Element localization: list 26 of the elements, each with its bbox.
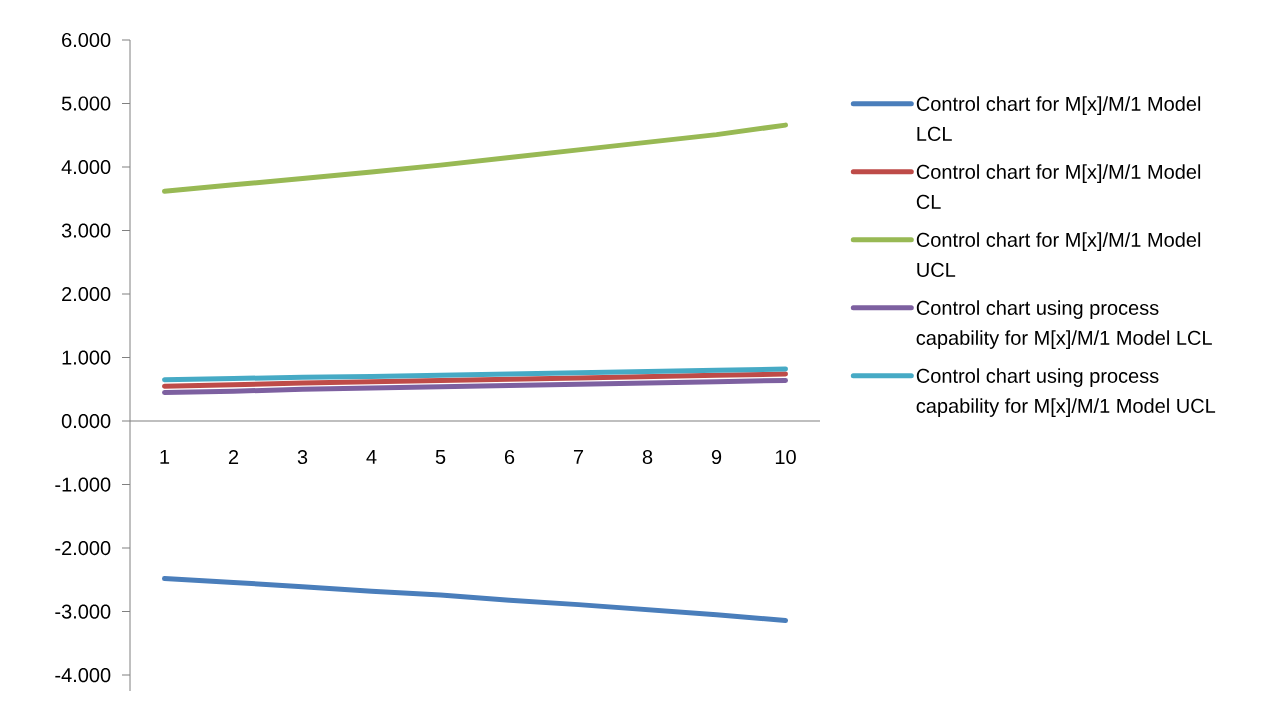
y-tick-label: -1.000 <box>55 477 111 492</box>
y-tick-label: -2.000 <box>55 541 111 556</box>
y-tick-label: 1.000 <box>62 350 111 365</box>
y-tick-label: 6.000 <box>62 32 111 48</box>
x-tick-label: 8 <box>642 449 653 465</box>
legend-label: Control chart using process capability for M[x]/M/1 Model UCL <box>916 368 1216 417</box>
legend-label: Control chart using process capability for M[x]/M/1 Model LCL <box>916 300 1212 349</box>
y-tick-label: -3.000 <box>55 604 111 619</box>
legend-label: Control chart for M[x]/M/1 Model CL <box>916 164 1201 209</box>
x-tick-label: 1 <box>160 449 170 464</box>
legend-label: Control chart for M[x]/M/1 Model UCL <box>916 232 1201 277</box>
x-tick-label: 3 <box>297 449 308 465</box>
x-tick-label: 9 <box>711 449 722 465</box>
y-tick-label: 5.000 <box>61 96 111 111</box>
x-tick-label: 5 <box>435 449 446 464</box>
y-tick-label: 4.000 <box>61 159 111 175</box>
x-tick-label: 10 <box>775 449 796 465</box>
y-tick-label: 3.000 <box>61 223 111 238</box>
legend-label: Control chart for M[x]/M/1 Model LCL <box>916 96 1201 141</box>
x-tick-label: 2 <box>228 449 239 464</box>
y-tick-label: 0.000 <box>61 414 111 429</box>
x-tick-label: 6 <box>504 449 515 465</box>
y-tick-label: -4.000 <box>55 668 111 683</box>
x-tick-label: 4 <box>366 449 377 464</box>
x-tick-label: 7 <box>573 449 584 464</box>
y-tick-label: 2.000 <box>62 286 111 302</box>
